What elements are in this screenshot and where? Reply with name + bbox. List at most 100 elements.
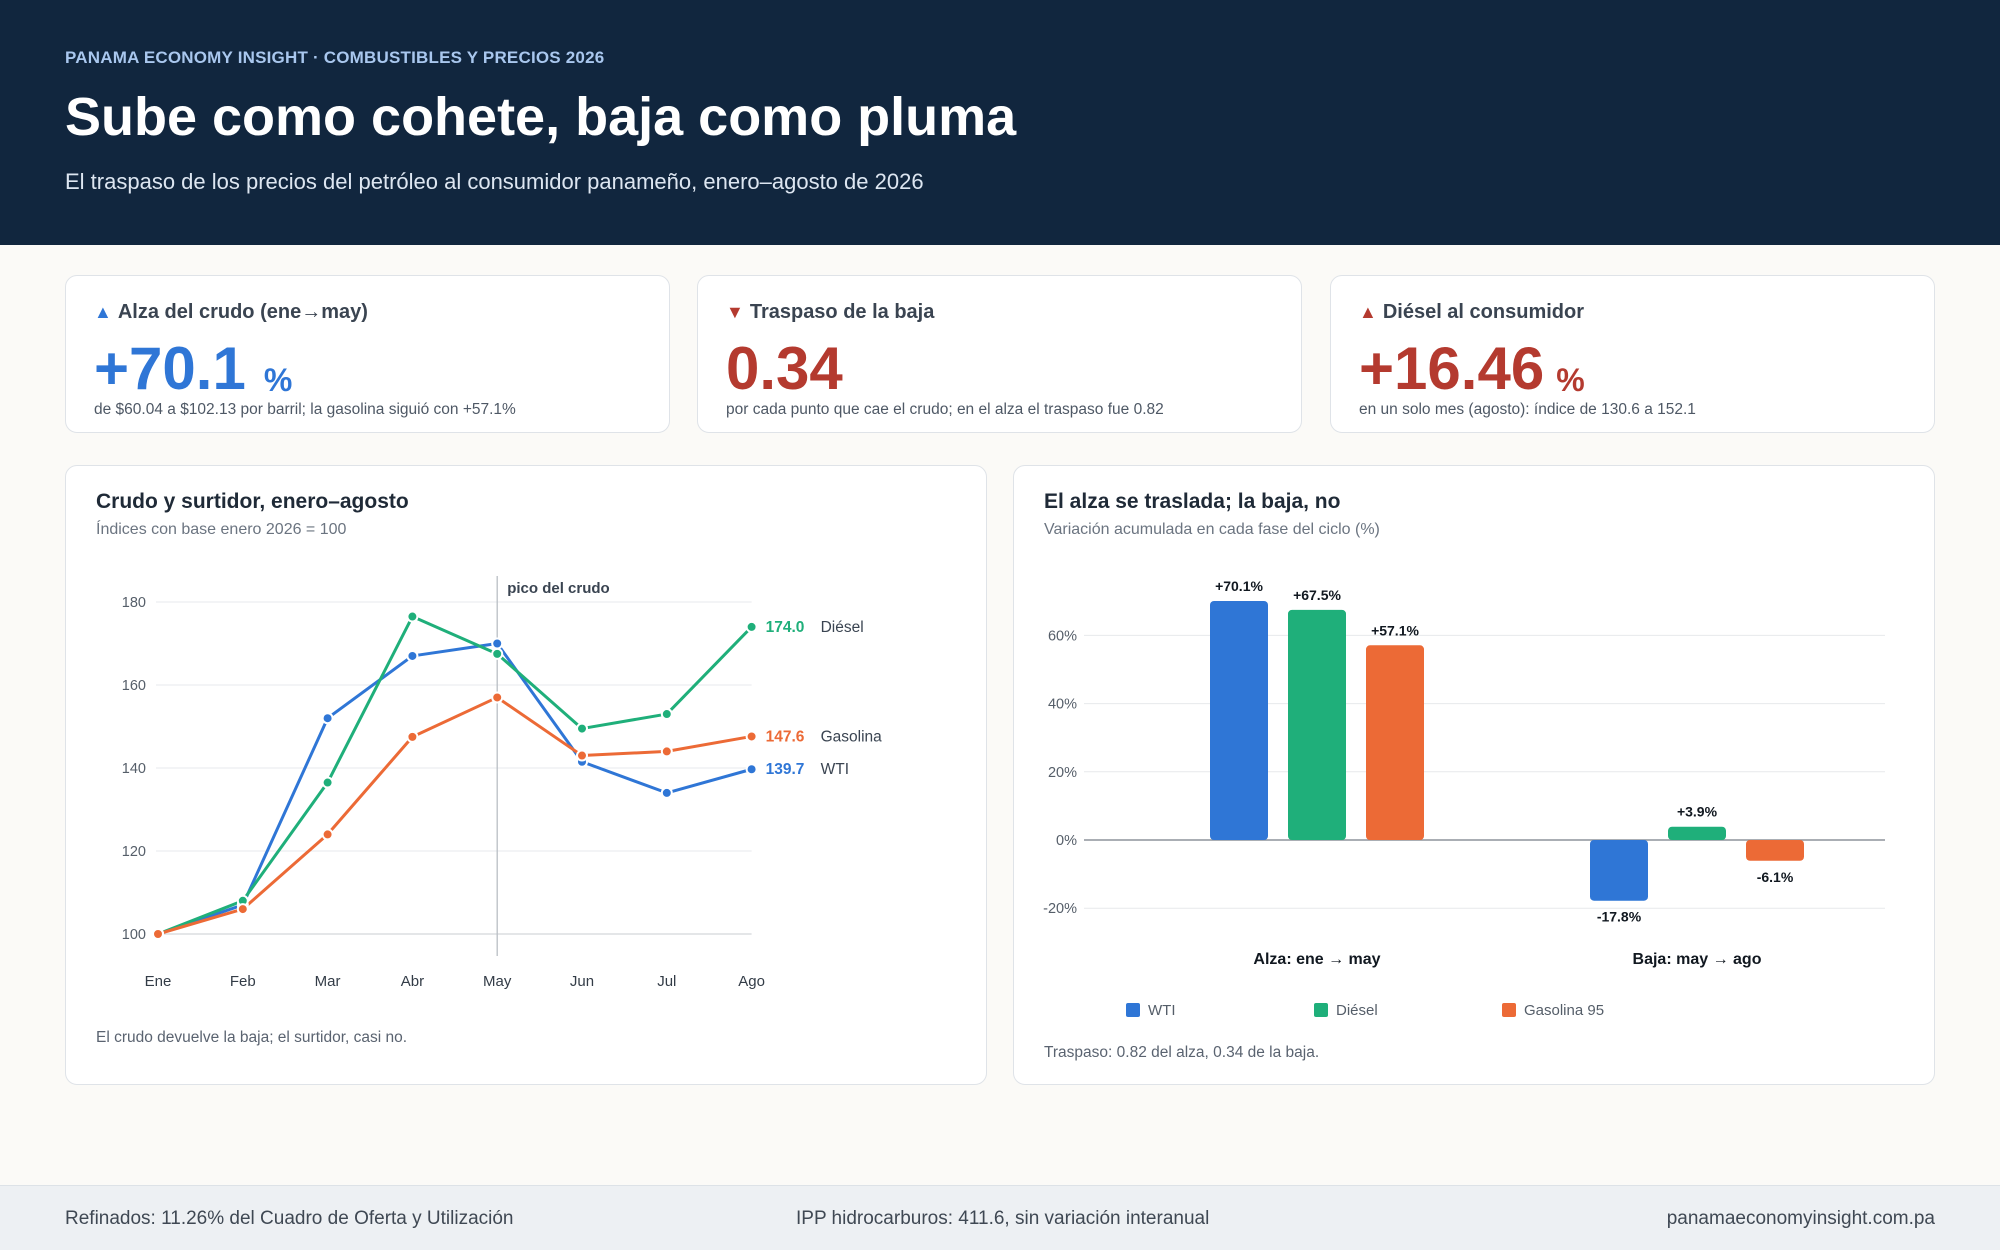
triangle-up-icon: ▲ — [1359, 302, 1377, 322]
y-tick-label: 40% — [1048, 697, 1077, 713]
kpi-label: Alza del crudo (ene→may) — [117, 301, 368, 323]
series-name-label: Gasolina — [821, 728, 883, 745]
x-tick-label: Jun — [570, 973, 594, 990]
footer: Refinados: 11.26% del Cuadro de Oferta y… — [0, 1185, 2000, 1250]
y-tick-label: 60% — [1048, 628, 1077, 644]
kpi-unit: % — [1556, 361, 1585, 398]
bar-diésel — [1288, 609, 1346, 840]
bar-gasolina-95 — [1366, 645, 1424, 840]
data-point — [236, 903, 249, 916]
legend-label: Diésel — [1336, 1002, 1378, 1019]
data-point — [406, 730, 419, 743]
data-point — [745, 763, 758, 776]
data-point — [321, 776, 334, 789]
line-chart-note: El crudo devuelve la baja; el surtidor, … — [96, 1029, 408, 1046]
triangle-up-icon: ▲ — [94, 302, 112, 322]
kpi-label: Traspaso de la baja — [749, 301, 935, 323]
data-point — [491, 691, 504, 704]
legend-swatch — [1126, 1003, 1140, 1017]
x-tick-label: Jul — [657, 973, 676, 990]
bar-value-label: -6.1% — [1757, 869, 1794, 885]
y-tick-label: -20% — [1043, 901, 1077, 917]
bar-value-label: +57.1% — [1371, 622, 1419, 638]
header-banner: PANAMA ECONOMY INSIGHT · COMBUSTIBLES Y … — [0, 0, 2000, 245]
data-point — [660, 745, 673, 758]
kicker: PANAMA ECONOMY INSIGHT · COMBUSTIBLES Y … — [65, 48, 605, 67]
data-point — [745, 620, 758, 633]
bar-chart-panel: El alza se traslada; la baja, no Variaci… — [1013, 465, 1935, 1085]
bar-chart-title: El alza se traslada; la baja, no — [1044, 490, 1341, 513]
end-value-label: 139.7 — [766, 761, 805, 778]
footer-left: Refinados: 11.26% del Cuadro de Oferta y… — [65, 1208, 514, 1229]
series-line-wti — [157, 642, 753, 936]
bar-value-label: +67.5% — [1293, 587, 1341, 603]
data-point — [660, 708, 673, 721]
bar-value-label: +3.9% — [1677, 804, 1718, 820]
bar-chart-note: Traspaso: 0.82 del alza, 0.34 de la baja… — [1044, 1044, 1320, 1061]
kpi-card-passthrough: ▼ Traspaso de la baja 0.34 por cada punto… — [697, 275, 1302, 433]
category-label: Baja: may → ago — [1633, 951, 1762, 968]
data-point — [321, 712, 334, 725]
bar-value-label: +70.1% — [1215, 578, 1263, 594]
bar-chart-subtitle: Variación acumulada en cada fase del cic… — [1044, 521, 1380, 538]
series-name-label: Diésel — [821, 619, 864, 636]
kpi-card-diesel: ▲ Diésel al consumidor +16.46% en un solo… — [1330, 275, 1935, 433]
data-point — [576, 749, 588, 762]
data-point — [321, 828, 334, 841]
page-subtitle: El traspaso de los precios del petróleo … — [65, 169, 924, 194]
kpi-note: de $60.04 a $102.13 por barril; la gasol… — [94, 401, 516, 418]
kpi-note: por cada punto que cae el crudo; en el a… — [726, 401, 1164, 418]
kpi-unit: % — [263, 361, 293, 398]
category-label: Alza: ene → may — [1253, 951, 1380, 968]
kpi-value: +70.1 — [94, 335, 246, 402]
x-tick-label: May — [483, 973, 512, 990]
data-point — [745, 730, 758, 743]
end-value-label: 174.0 — [766, 619, 805, 636]
x-tick-label: Mar — [315, 973, 341, 990]
kpi-value: 0.34 — [726, 335, 843, 402]
y-tick-label: 20% — [1048, 765, 1077, 781]
legend-swatch — [1502, 1003, 1516, 1017]
data-point — [406, 610, 419, 623]
line-chart: 100 120 140 160 180 Ene Feb Mar Abr May Jun Jul Ago p… — [122, 576, 883, 990]
series-line-gasolina — [157, 695, 752, 936]
data-point — [576, 722, 588, 735]
end-value-label: 147.6 — [766, 728, 805, 745]
line-chart-subtitle: Índices con base enero 2026 = 100 — [96, 521, 347, 538]
data-point — [491, 637, 504, 650]
data-point — [152, 928, 164, 940]
bar-wti — [1210, 600, 1268, 840]
line-chart-title: Crudo y surtidor, enero–agosto — [96, 490, 409, 513]
footer-center: IPP hidrocarburos: 411.6, sin variación … — [796, 1208, 1210, 1229]
bar-gasolina-95 — [1746, 840, 1804, 861]
kpi-label: Diésel al consumidor — [1382, 301, 1584, 323]
legend-swatch — [1314, 1003, 1328, 1017]
y-tick-label: 100 — [122, 927, 146, 943]
kpi-note: en un solo mes (agosto): índice de 130.6… — [1359, 401, 1696, 418]
legend-label: Gasolina 95 — [1524, 1002, 1604, 1019]
kpi-value: +16.46 — [1359, 335, 1545, 402]
y-tick-label: 120 — [122, 844, 146, 860]
x-tick-label: Feb — [230, 973, 256, 990]
page-title: Sube como cohete, baja como pluma — [65, 87, 1017, 147]
bar-diésel — [1668, 826, 1726, 840]
peak-annotation: pico del crudo — [507, 580, 610, 597]
line-chart-panel: Crudo y surtidor, enero–agosto Índices c… — [65, 465, 987, 1085]
y-tick-label: 160 — [122, 678, 146, 694]
legend-label: WTI — [1148, 1002, 1176, 1019]
y-tick-label: 140 — [122, 761, 146, 777]
series-name-label: WTI — [821, 761, 849, 778]
bar-chart: -20% 0% 20% 40% 60% +70.1% +67.5% +57.1% Alza: e… — [1043, 578, 1885, 1019]
y-tick-label: 0% — [1056, 833, 1077, 849]
bar-value-label: -17.8% — [1597, 909, 1642, 925]
triangle-down-icon: ▼ — [726, 302, 744, 322]
data-point — [660, 786, 673, 799]
series-line-diésel — [157, 615, 753, 936]
y-tick-label: 180 — [122, 595, 146, 611]
footer-link[interactable]: panamaeconomyinsight.com.pa — [1666, 1208, 1935, 1229]
bar-wti — [1590, 840, 1648, 901]
data-point — [491, 647, 504, 660]
x-tick-label: Ene — [145, 973, 172, 990]
x-tick-label: Ago — [738, 973, 765, 990]
kpi-card-crude-rise: ▲ Alza del crudo (ene→may) +70.1% de $60.… — [65, 275, 670, 433]
